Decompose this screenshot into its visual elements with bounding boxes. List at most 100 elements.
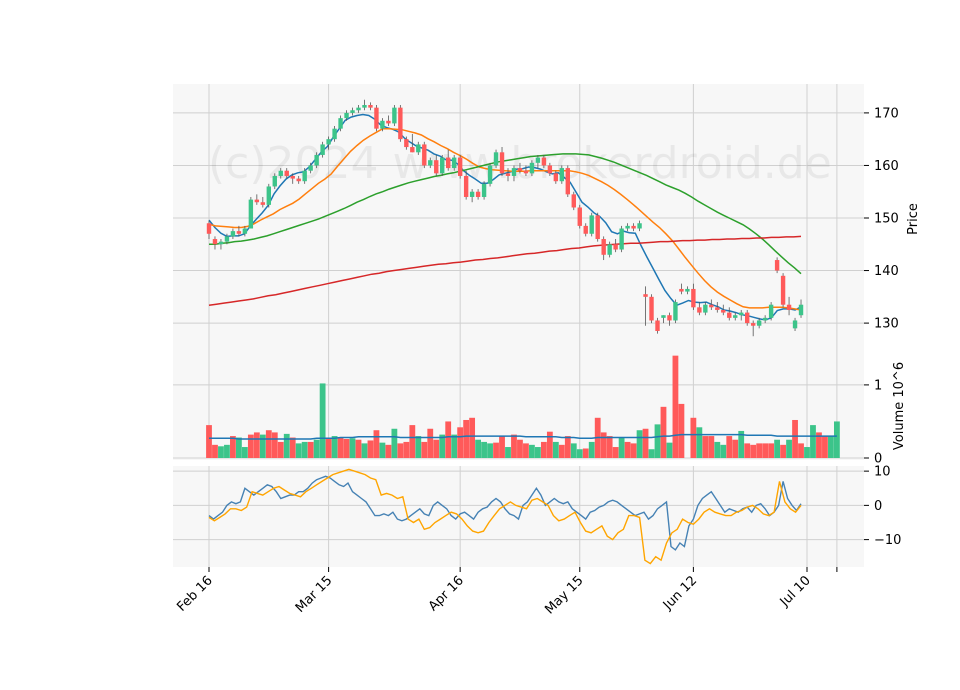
- candle-body: [792, 320, 798, 329]
- volume-bar: [523, 443, 529, 458]
- candle-body: [559, 168, 565, 182]
- candle-body: [218, 241, 224, 245]
- volume-bar: [768, 443, 775, 458]
- candle-body: [709, 304, 714, 308]
- volume-bar: [738, 430, 745, 458]
- candle-body: [661, 315, 666, 318]
- volume-bar: [816, 432, 822, 458]
- volume-bar: [313, 439, 320, 458]
- candle-body: [667, 315, 672, 321]
- volume-bar: [714, 441, 721, 458]
- volume-bar: [798, 443, 804, 458]
- volume-bar: [241, 447, 248, 458]
- volume-bar: [582, 448, 589, 458]
- volume-bar: [349, 438, 356, 458]
- candle-body: [272, 175, 277, 187]
- candle-body: [703, 304, 708, 313]
- candle-body: [481, 183, 487, 197]
- volume-bar: [259, 434, 266, 458]
- candle-body: [553, 173, 559, 182]
- candle-body: [410, 147, 415, 153]
- candle-body: [655, 320, 660, 331]
- candle-body: [679, 288, 684, 292]
- volume-bar: [630, 443, 637, 458]
- candle-body: [643, 294, 648, 297]
- candle-body: [308, 165, 313, 171]
- volume-moving-average: [209, 433, 837, 440]
- candle-body: [739, 312, 744, 316]
- volume-bar: [397, 443, 404, 458]
- volume-bar: [379, 442, 386, 458]
- moving-average-line: [208, 235, 802, 306]
- candle-body: [446, 157, 451, 169]
- volume-bar: [732, 439, 739, 458]
- candle-body: [338, 118, 343, 129]
- candle-body: [278, 170, 283, 176]
- candle-body: [440, 157, 445, 174]
- y-tick-label: 1: [874, 378, 882, 393]
- candle-body: [266, 186, 271, 205]
- candle-body: [290, 175, 295, 179]
- candle-body: [613, 244, 618, 250]
- price-axis-label: Price: [906, 203, 921, 235]
- volume-bar: [403, 441, 410, 458]
- volume-bar: [564, 436, 571, 458]
- volume-bar: [415, 436, 422, 458]
- volume-bar: [672, 355, 679, 458]
- volume-bar: [236, 437, 242, 458]
- volume-bar: [576, 449, 583, 458]
- volume-bar: [343, 438, 350, 458]
- candle-body: [607, 244, 612, 255]
- candle-body: [326, 139, 331, 145]
- volume-bar: [331, 436, 338, 458]
- y-tick-label: 0: [874, 499, 882, 514]
- candle-body: [577, 207, 582, 226]
- candle-body: [780, 275, 786, 305]
- volume-bar: [301, 441, 308, 458]
- volume-bar: [451, 434, 458, 458]
- candle-body: [637, 223, 642, 229]
- candle-body: [697, 307, 702, 313]
- moving-average-line: [208, 127, 802, 311]
- volume-bar: [218, 446, 224, 458]
- candle-body: [434, 160, 439, 174]
- candle-body: [565, 168, 570, 195]
- moving-average-line: [208, 113, 802, 321]
- volume-bar: [612, 447, 619, 458]
- volume-bar: [558, 444, 565, 458]
- volume-bar: [289, 437, 296, 458]
- y-tick-label: 140: [874, 264, 899, 279]
- volume-bar: [600, 432, 607, 458]
- y-tick-label: 0: [874, 452, 882, 467]
- volume-bar: [654, 424, 661, 458]
- candle-body: [517, 168, 523, 171]
- candle-body: [380, 120, 385, 129]
- x-tick-label: Apr 16: [426, 573, 467, 614]
- candle-body: [457, 157, 463, 176]
- volume-bar: [696, 427, 703, 458]
- volume-bar: [540, 441, 547, 458]
- volume-bar: [373, 430, 380, 458]
- candle-body: [583, 225, 588, 234]
- volume-bars: [206, 355, 840, 458]
- candle-body: [386, 120, 391, 124]
- candle-body: [505, 173, 511, 176]
- candle-body: [727, 312, 732, 318]
- candle-body: [529, 162, 535, 174]
- volume-bar: [265, 430, 272, 458]
- candle-body: [745, 312, 750, 324]
- volume-bar: [517, 439, 523, 458]
- volume-bar: [433, 439, 440, 458]
- volume-bar: [690, 417, 697, 458]
- volume-bar: [427, 428, 434, 458]
- candle-body: [649, 296, 654, 321]
- candle-body: [236, 231, 242, 234]
- candle-body: [320, 144, 325, 155]
- candle-body: [254, 199, 260, 203]
- candle-body: [206, 223, 212, 234]
- volume-bar: [624, 441, 631, 458]
- volume-bar: [726, 436, 733, 458]
- volume-bar: [283, 433, 290, 458]
- candle-body: [404, 139, 409, 148]
